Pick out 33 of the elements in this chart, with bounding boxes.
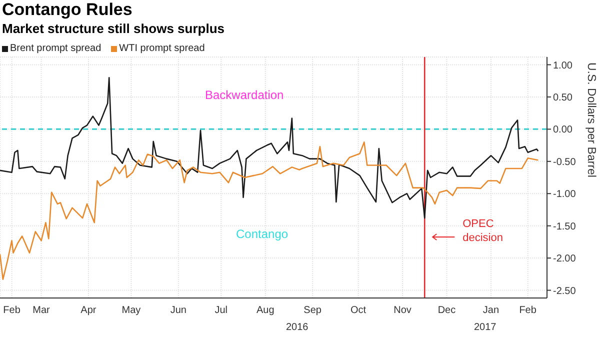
x-tick-label: Jun: [170, 305, 186, 316]
x-tick-label: Apr: [80, 305, 97, 316]
x-tick-label: Jul: [214, 305, 228, 316]
ref-line-label: OPEC decision: [462, 218, 503, 244]
x-tick-label: Nov: [394, 305, 412, 316]
y-tick-label: 1.00: [553, 60, 573, 72]
y-tick-label: -1.00: [553, 189, 576, 200]
annotation: Backwardation: [205, 88, 284, 102]
y-tick-label: -2.50: [553, 286, 576, 297]
text: 2017: [474, 322, 496, 333]
x-tick-label: May: [122, 305, 141, 316]
x-tick-label: Oct: [350, 305, 366, 316]
x-tick-label: Feb: [519, 305, 537, 316]
chart-subtitle: Market structure still shows surplus: [2, 21, 225, 36]
x-tick-label: Dec: [438, 305, 456, 316]
line-series: [0, 76, 539, 219]
y-tick-label: -0.50: [553, 156, 576, 168]
line-series: [0, 141, 539, 280]
x-tick-label: Aug: [256, 305, 274, 316]
x-tick-label: Jan: [482, 305, 500, 316]
annotation: Contango: [236, 227, 288, 241]
x-tick-label: Mar: [32, 305, 51, 316]
y-tick-label: -2.00: [553, 254, 576, 265]
x-tick-label: Feb: [3, 305, 21, 316]
y-tick-label: 0.50: [553, 92, 573, 104]
chart-title: Contango Rules: [2, 0, 132, 20]
legend-label: WTI prompt spread: [118, 43, 205, 54]
y-tick-label: 0.00: [553, 124, 573, 136]
legend-label: Brent prompt spread: [9, 43, 102, 54]
x-tick-label: Sep: [304, 305, 322, 316]
text: 2016: [286, 322, 308, 333]
y-axis-title: U.S. Dollars per Barrel: [584, 62, 597, 178]
y-tick-label: -1.50: [553, 221, 576, 232]
